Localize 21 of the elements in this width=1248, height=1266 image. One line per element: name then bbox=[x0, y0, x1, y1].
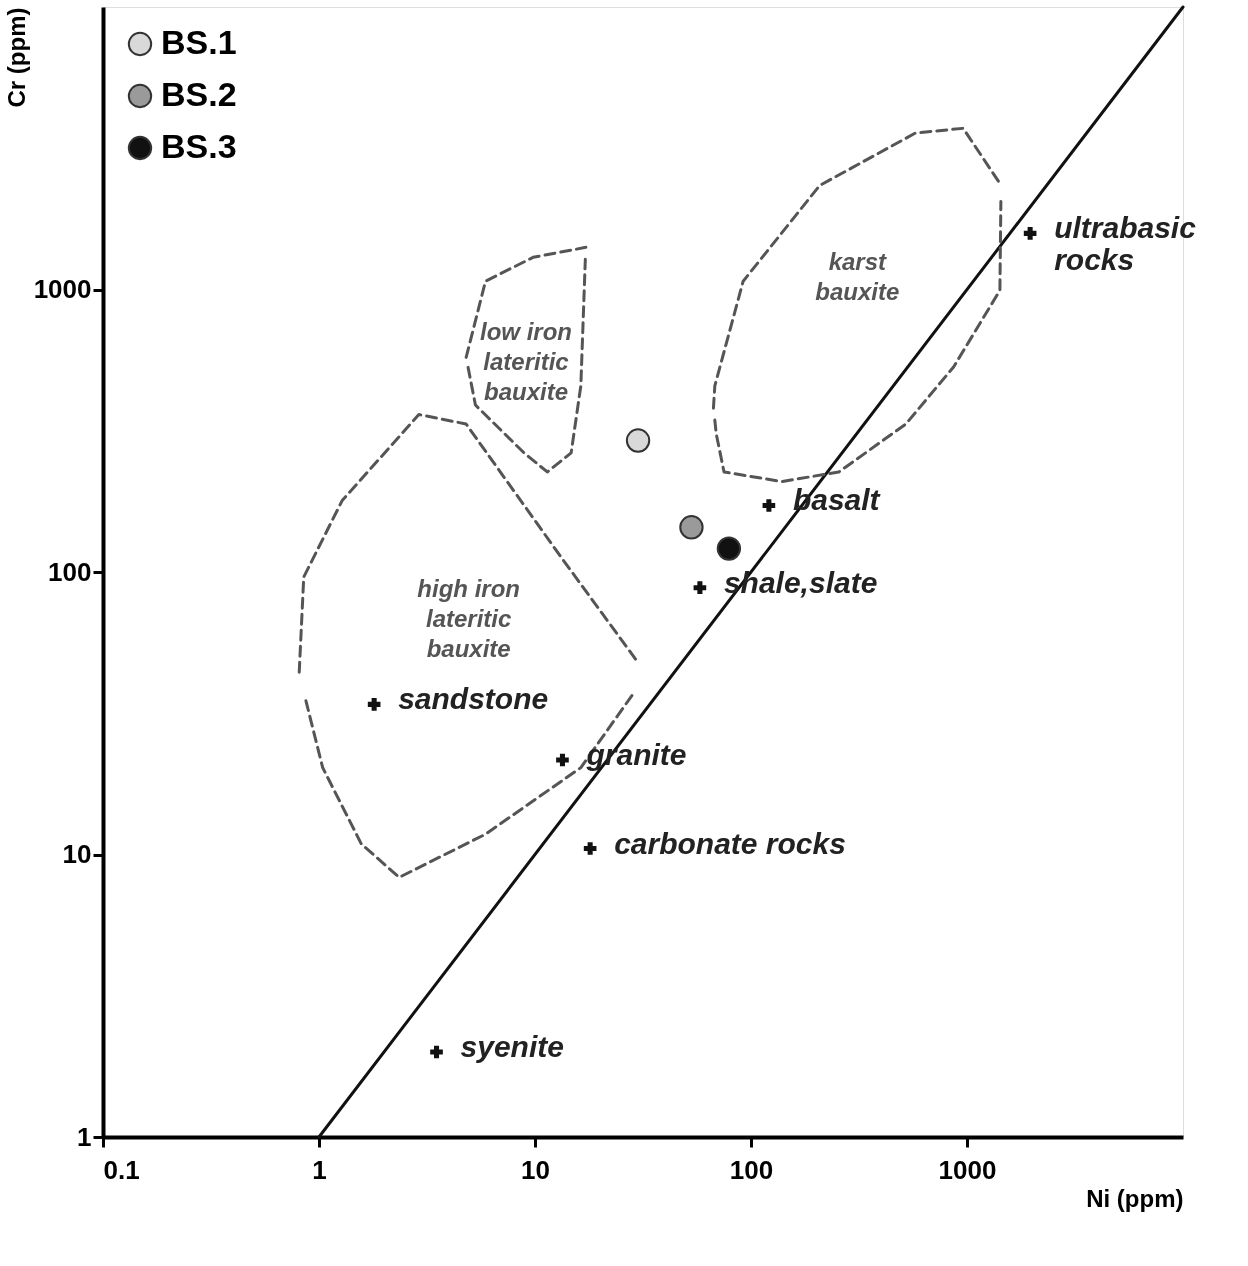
annotation: syenite bbox=[460, 1029, 564, 1063]
series-label: low iron lateritic bauxite bbox=[480, 317, 573, 405]
legend-label: BS.2 bbox=[161, 75, 237, 113]
series-label: high iron lateritic bauxite bbox=[417, 575, 520, 663]
y-tick-label: 1 bbox=[77, 1121, 92, 1152]
x-tick-label: 0.1 bbox=[103, 1154, 140, 1185]
x-tick-label: 1 bbox=[312, 1154, 327, 1185]
y-tick-label: 100 bbox=[48, 556, 92, 587]
x-axis-title: Ni (ppm) bbox=[1086, 1184, 1184, 1212]
annotation: ultrabasic rocks bbox=[1054, 211, 1197, 277]
x-tick-label: 100 bbox=[729, 1154, 774, 1185]
y-tick-label: 1000 bbox=[33, 274, 92, 304]
annotation: carbonate rocks bbox=[614, 826, 846, 860]
legend-label: BS.3 bbox=[161, 127, 237, 165]
legend-label: BS.1 bbox=[161, 23, 237, 61]
x-tick-label: 10 bbox=[521, 1154, 550, 1185]
y-axis-title: Cr (ppm) bbox=[2, 7, 30, 108]
y-tick-label: 10 bbox=[62, 839, 92, 869]
x-tick-label: 1000 bbox=[938, 1154, 997, 1185]
annotation: sandstone bbox=[398, 682, 549, 716]
series-label: karst bauxite bbox=[815, 247, 900, 305]
